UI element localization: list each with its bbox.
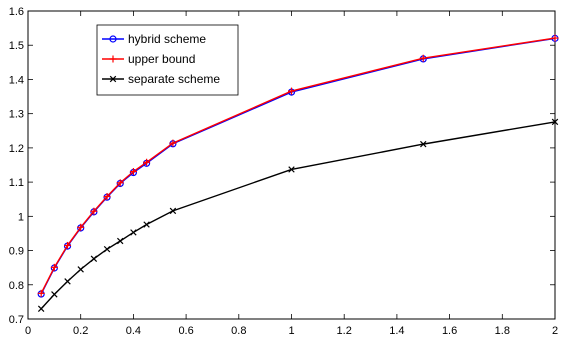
- x-tick-label: 1.6: [442, 325, 457, 337]
- y-tick-label: 1.3: [9, 109, 24, 121]
- data-point-upper-bound: [169, 139, 177, 147]
- y-tick-label: 0.9: [9, 246, 24, 258]
- x-tick-label: 1.8: [495, 325, 510, 337]
- data-point-separate-scheme: [51, 291, 58, 298]
- x-tick-label: 0.8: [231, 325, 246, 337]
- y-tick-label: 1.6: [9, 6, 24, 18]
- data-point-separate-scheme: [37, 305, 45, 312]
- data-point-upper-bound: [50, 263, 58, 271]
- data-point-separate-scheme: [103, 245, 111, 253]
- series-separate-scheme: [37, 118, 559, 312]
- legend-box: [96, 24, 239, 96]
- y-tick-label: 1.1: [9, 177, 24, 189]
- x-tick-label: 1.2: [337, 325, 352, 337]
- data-point-upper-bound: [288, 87, 295, 95]
- data-point-separate-scheme: [551, 118, 559, 126]
- series-layer: [37, 34, 559, 312]
- legend-item-separate-scheme: separate scheme: [102, 72, 220, 86]
- x-tick-label: 0.6: [178, 325, 193, 337]
- data-point-upper-bound: [143, 158, 151, 166]
- legend: hybrid scheme upper bound separate scheme: [96, 24, 239, 96]
- data-point-upper-bound: [64, 241, 72, 249]
- data-point-upper-bound: [129, 168, 137, 176]
- data-point-upper-bound: [77, 223, 85, 231]
- series-upper-bound: [37, 34, 559, 297]
- y-tick-label: 1.5: [9, 40, 24, 52]
- data-point-separate-scheme: [420, 140, 427, 148]
- y-tick-label: 1.2: [9, 143, 24, 155]
- data-point-separate-scheme: [90, 255, 98, 262]
- x-tick-label: 0: [25, 325, 31, 337]
- legend-marker: [109, 35, 117, 43]
- x-tick-label: 0.2: [73, 325, 88, 337]
- legend-item-upper-bound: upper bound: [102, 52, 195, 66]
- data-point-upper-bound: [419, 54, 427, 62]
- x-tick-label: 1: [288, 325, 294, 337]
- data-point-upper-bound: [37, 289, 45, 297]
- x-tick-label: 2: [552, 325, 558, 337]
- data-point-separate-scheme: [64, 278, 71, 285]
- legend-label: hybrid scheme: [128, 32, 206, 46]
- axis-ticks: 0 0.2 0.4 0.6 0.8 1 1.2 1.4 1.6 1.8 2 0.7 0.8 0.9 1 1.1…: [9, 6, 558, 337]
- legend-item-hybrid-scheme: hybrid scheme: [102, 32, 206, 46]
- y-tick-label: 0.7: [9, 314, 24, 326]
- legend-label: upper bound: [128, 52, 195, 66]
- data-point-separate-scheme: [169, 207, 177, 215]
- data-point-separate-scheme: [77, 266, 84, 273]
- data-point-separate-scheme: [143, 221, 150, 228]
- y-tick-label: 1: [18, 211, 24, 223]
- data-point-separate-scheme: [288, 166, 295, 173]
- y-tick-label: 1.4: [9, 74, 24, 86]
- legend-marker: [109, 75, 117, 83]
- data-point-separate-scheme: [117, 237, 124, 245]
- data-point-upper-bound: [90, 207, 98, 215]
- legend-label: separate scheme: [128, 72, 220, 86]
- legend-marker: [109, 55, 117, 63]
- data-point-upper-bound: [103, 192, 111, 200]
- data-point-upper-bound: [551, 34, 559, 42]
- data-point-upper-bound: [116, 179, 124, 187]
- x-tick-label: 1.4: [389, 325, 404, 337]
- y-tick-label: 0.8: [9, 280, 24, 292]
- x-tick-label: 0.4: [126, 325, 141, 337]
- data-point-separate-scheme: [130, 229, 137, 236]
